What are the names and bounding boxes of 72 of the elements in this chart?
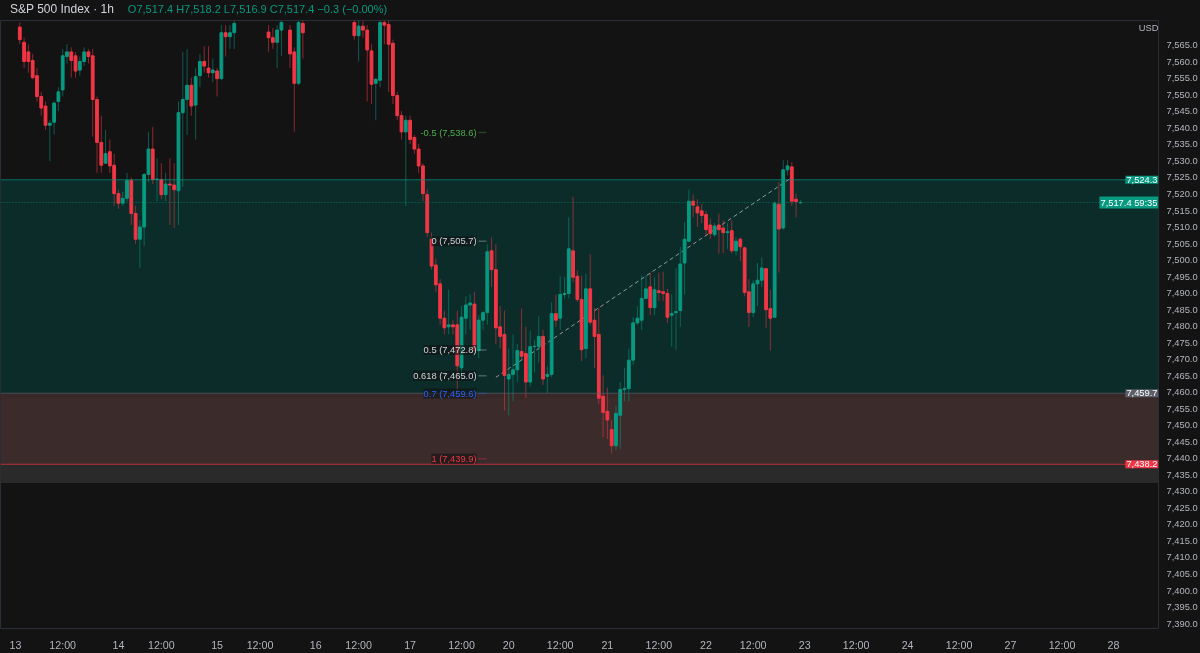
x-tick-label: 12:00 <box>49 638 77 651</box>
ref-line-label: 7,517.4 59:35 <box>1100 197 1158 208</box>
y-tick-label: 7,410.0 <box>1166 552 1198 563</box>
y-tick-label: 7,510.0 <box>1166 222 1198 233</box>
chart-title: S&P 500 Index · 1h <box>10 1 114 19</box>
ref-line-label: 0.7 (7,459.6) <box>423 388 477 399</box>
y-tick-label: 7,560.0 <box>1166 56 1198 67</box>
x-tick-label: 14 <box>112 638 125 651</box>
x-tick-label: 15 <box>211 638 224 651</box>
ref-line-label: 7,459.7 <box>1126 388 1158 399</box>
x-tick-label: 13 <box>9 638 22 651</box>
y-tick-label: 7,425.0 <box>1166 502 1198 513</box>
x-tick-label: 21 <box>601 638 614 651</box>
ref-line-label: 7,524.3 <box>1126 174 1158 185</box>
y-tick-label: 7,515.0 <box>1166 205 1198 216</box>
y-tick-label: 7,470.0 <box>1166 354 1198 365</box>
x-tick-label: 12:00 <box>546 638 574 651</box>
ref-line-label: 1 (7,439.9) <box>431 453 477 464</box>
y-tick-label: 7,475.0 <box>1166 337 1198 348</box>
x-tick-label: 24 <box>901 638 914 651</box>
y-tick-label: 7,545.0 <box>1166 106 1198 117</box>
x-tick-label: 27 <box>1004 638 1017 651</box>
x-tick-label: 16 <box>309 638 322 651</box>
y-tick-label: 7,555.0 <box>1166 73 1198 84</box>
y-tick-label: 7,420.0 <box>1166 519 1198 530</box>
x-tick-label: 12:00 <box>842 638 870 651</box>
y-tick-label: 7,540.0 <box>1166 122 1198 133</box>
x-tick-label: 20 <box>502 638 515 651</box>
y-tick-label: 7,455.0 <box>1166 403 1198 414</box>
x-tick-label: 12:00 <box>448 638 475 651</box>
y-tick-label: 7,505.0 <box>1166 238 1198 249</box>
y-tick-label: 7,495.0 <box>1166 271 1198 282</box>
ref-line-label: 0.5 (7,472.8) <box>423 344 477 355</box>
y-tick-label: 7,530.0 <box>1166 155 1198 166</box>
x-tick-label: 12:00 <box>345 638 373 651</box>
y-tick-label: 7,550.0 <box>1166 89 1198 100</box>
x-tick-label: 22 <box>700 638 713 651</box>
y-tick-label: 7,535.0 <box>1166 139 1198 150</box>
x-tick-label: 12:00 <box>148 638 175 651</box>
ref-line-label: -0.5 (7,538.6) <box>420 127 477 138</box>
y-axis-title: USD <box>1138 22 1159 33</box>
x-tick-label: 12:00 <box>645 638 673 651</box>
y-tick-label: 7,440.0 <box>1166 453 1198 464</box>
ref-line-label: 0.618 (7,465.0) <box>413 370 477 381</box>
x-tick-label: 12:00 <box>739 638 767 651</box>
y-tick-label: 7,485.0 <box>1166 304 1198 315</box>
y-tick-label: 7,490.0 <box>1166 288 1198 299</box>
y-tick-label: 7,525.0 <box>1166 172 1198 183</box>
x-tick-label: 12:00 <box>246 638 274 651</box>
y-tick-label: 7,430.0 <box>1166 486 1198 497</box>
y-tick-label: 7,565.0 <box>1166 40 1198 51</box>
x-tick-label: 12:00 <box>945 638 973 651</box>
y-tick-label: 7,405.0 <box>1166 568 1198 579</box>
y-tick-label: 7,480.0 <box>1166 321 1198 332</box>
x-tick-label: 17 <box>404 638 417 651</box>
y-tick-label: 7,500.0 <box>1166 255 1198 266</box>
y-tick-label: 7,435.0 <box>1166 469 1198 480</box>
y-tick-label: 7,465.0 <box>1166 370 1198 381</box>
x-tick-label: 12:00 <box>1048 638 1076 651</box>
y-tick-label: 7,400.0 <box>1166 585 1198 596</box>
x-tick-label: 28 <box>1107 638 1120 651</box>
y-tick-label: 7,520.0 <box>1166 188 1198 199</box>
y-tick-label: 7,460.0 <box>1166 387 1198 398</box>
ref-line-label: 7,438.2 <box>1126 459 1158 470</box>
y-tick-label: 7,445.0 <box>1166 436 1198 447</box>
y-tick-label: 7,415.0 <box>1166 535 1198 546</box>
y-tick-label: 7,395.0 <box>1166 602 1198 613</box>
chart-subtitle: O7,517.4 H7,518.2 L7,516.9 C7,517.4 −0.3 (−0.00%) <box>127 2 388 18</box>
y-tick-label: 7,450.0 <box>1166 420 1198 431</box>
y-tick-label: 7,390.0 <box>1166 618 1198 629</box>
ref-line-label: 0 (7,505.7) <box>431 236 477 247</box>
x-tick-label: 23 <box>798 638 811 651</box>
